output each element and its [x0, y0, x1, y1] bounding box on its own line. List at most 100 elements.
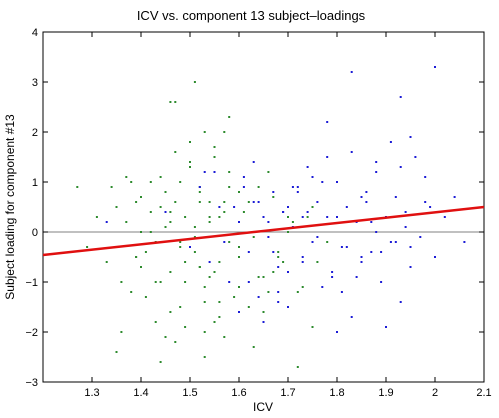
x-tick-label: 1.8	[329, 387, 344, 399]
data-point-series-1	[257, 201, 260, 203]
data-point-series-1	[306, 166, 309, 168]
data-point-series-1	[375, 161, 378, 163]
data-point-series-0	[130, 181, 133, 183]
data-point-series-0	[287, 216, 289, 218]
data-point-series-1	[242, 186, 245, 188]
x-tick-label: 1.6	[231, 387, 246, 399]
data-point-series-1	[375, 231, 378, 233]
data-point-series-1	[242, 176, 245, 178]
data-point-series-1	[213, 171, 216, 173]
data-point-series-0	[238, 191, 240, 193]
data-point-series-1	[340, 246, 343, 248]
data-point-series-0	[130, 291, 133, 293]
data-point-series-0	[198, 201, 201, 203]
data-point-series-1	[419, 236, 422, 238]
x-axis-label: ICV	[253, 400, 273, 414]
x-axis-ticks: 1.3 1.4 1.5 1.6 1.7 1.8 1.9 2 2.1	[84, 32, 492, 399]
data-point-series-1	[434, 256, 436, 258]
y-tick-label: 0	[32, 227, 38, 239]
data-point-series-0	[213, 156, 216, 158]
data-point-series-1	[311, 176, 314, 178]
data-point-series-1	[262, 321, 265, 323]
y-tick-label: 3	[32, 77, 38, 89]
data-point-series-0	[262, 311, 265, 313]
data-point-series-1	[350, 151, 353, 153]
data-point-series-0	[262, 276, 265, 278]
plot-frame	[42, 31, 485, 383]
data-point-series-0	[223, 201, 226, 203]
data-point-series-1	[326, 156, 329, 158]
x-tick-label: 1.9	[378, 387, 393, 399]
data-point-series-1	[301, 261, 304, 263]
data-point-series-1	[375, 171, 378, 173]
data-point-series-1	[331, 276, 334, 278]
data-point-series-1	[424, 176, 427, 178]
data-point-series-1	[203, 171, 206, 173]
data-point-series-1	[277, 291, 280, 293]
data-point-series-0	[140, 231, 142, 233]
data-point-series-1	[223, 241, 226, 243]
data-point-series-0	[296, 291, 299, 293]
data-point-series-0	[193, 251, 196, 253]
data-point-series-1	[409, 246, 412, 248]
data-point-series-1	[370, 251, 373, 253]
data-point-series-0	[203, 301, 206, 303]
data-point-series-1	[301, 256, 304, 258]
regression-fit-line	[42, 205, 485, 257]
data-point-series-0	[159, 206, 162, 208]
data-point-series-0	[311, 206, 314, 208]
data-point-series-1	[424, 201, 427, 203]
data-point-series-1	[198, 186, 201, 188]
data-point-series-0	[277, 256, 280, 258]
data-point-series-0	[86, 246, 89, 248]
data-point-series-0	[135, 256, 138, 258]
data-point-series-0	[272, 196, 275, 198]
data-point-series-0	[149, 181, 152, 183]
data-point-series-1	[355, 276, 358, 278]
data-point-series-0	[169, 271, 172, 273]
data-point-series-0	[159, 176, 162, 178]
chart-title: ICV vs. component 13 subject–loadings	[137, 8, 366, 23]
data-point-series-1	[238, 311, 240, 313]
data-point-series-1	[164, 211, 167, 213]
data-point-series-1	[287, 206, 289, 208]
data-point-series-1	[252, 201, 255, 203]
data-point-series-1	[365, 201, 368, 203]
data-point-series-0	[238, 246, 240, 248]
data-point-series-1	[296, 191, 299, 193]
data-point-series-0	[272, 271, 275, 273]
data-point-series-0	[218, 316, 221, 318]
data-point-series-0	[169, 221, 172, 223]
data-point-series-0	[76, 186, 79, 188]
data-point-series-1	[336, 181, 338, 183]
data-point-series-0	[291, 221, 294, 223]
data-point-series-1	[399, 96, 402, 98]
data-point-series-0	[164, 191, 167, 193]
y-tick-label: 4	[32, 27, 38, 39]
data-point-series-1	[394, 196, 397, 198]
data-point-series-0	[140, 196, 142, 198]
data-point-series-1	[287, 271, 289, 273]
data-point-series-1	[336, 216, 338, 218]
data-point-series-0	[213, 271, 216, 273]
data-point-series-0	[223, 131, 226, 133]
data-point-series-1	[340, 291, 343, 293]
data-point-series-0	[105, 261, 108, 263]
y-tick-label: −3	[25, 377, 38, 389]
x-tick-label: 1.3	[84, 387, 99, 399]
x-tick-label: 2.1	[476, 387, 491, 399]
data-point-series-0	[189, 166, 191, 168]
data-point-series-0	[189, 141, 191, 143]
data-point-series-0	[169, 211, 172, 213]
data-point-series-1	[291, 186, 294, 188]
data-point-series-0	[311, 326, 314, 328]
data-point-series-0	[154, 321, 157, 323]
data-point-series-0	[198, 191, 201, 193]
data-point-series-0	[326, 241, 329, 243]
data-point-series-1	[399, 301, 402, 303]
data-point-series-0	[238, 256, 240, 258]
data-point-series-0	[228, 241, 231, 243]
data-point-series-0	[184, 216, 187, 218]
data-point-series-0	[198, 266, 201, 268]
data-point-series-0	[208, 221, 211, 223]
